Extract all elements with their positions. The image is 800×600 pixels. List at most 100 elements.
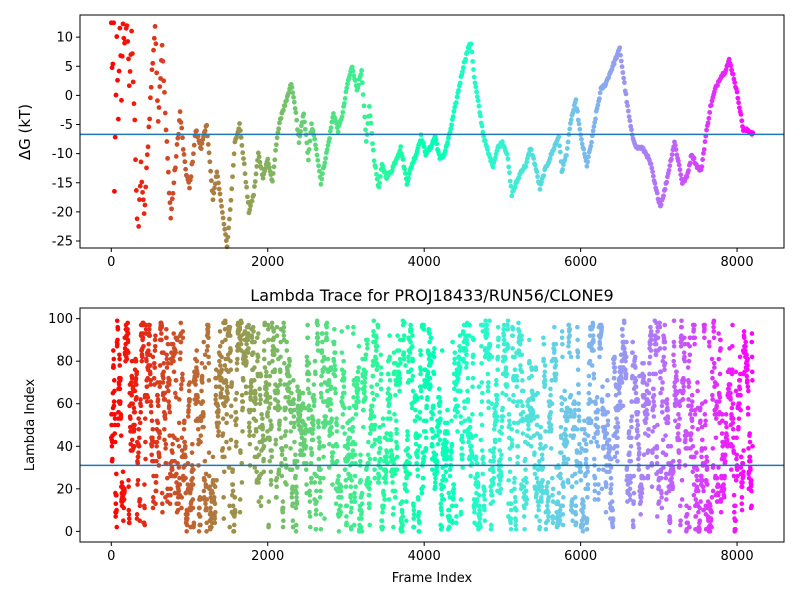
lambda-point (191, 520, 197, 526)
lambda-point (659, 386, 665, 392)
lambda-point (334, 458, 340, 464)
delta-g-point (125, 39, 131, 44)
lambda-point (521, 484, 527, 489)
lambda-point (677, 437, 682, 443)
lambda-point (702, 335, 707, 341)
lambda-point (144, 384, 150, 390)
lambda-point (677, 503, 683, 509)
lambda-point (146, 341, 151, 347)
lambda-point (587, 358, 593, 364)
delta-g-point (208, 168, 214, 174)
delta-g-point (541, 173, 547, 179)
delta-g-point (177, 109, 183, 115)
lambda-point (407, 454, 413, 460)
lambda-point (281, 329, 286, 334)
delta-g-point (584, 163, 590, 169)
lambda-point (199, 373, 205, 379)
lambda-point (177, 356, 183, 362)
lambda-point (153, 488, 159, 494)
lambda-point (559, 407, 564, 413)
lambda-point (265, 322, 271, 328)
delta-g-point (456, 87, 461, 93)
lambda-point (228, 348, 233, 353)
lambda-point (198, 439, 203, 445)
delta-g-point (160, 58, 166, 64)
lambda-point (288, 429, 294, 434)
delta-g-point (129, 28, 135, 34)
lambda-point (319, 348, 325, 353)
lambda-point (350, 429, 355, 434)
lambda-point (522, 505, 527, 511)
lambda-point (731, 509, 737, 515)
lambda-point (566, 322, 572, 328)
delta-g-point (707, 110, 713, 115)
delta-g-point (705, 120, 711, 126)
lambda-point (662, 322, 668, 328)
lambda-point (478, 524, 483, 530)
lambda-point (540, 465, 546, 470)
delta-g-point (454, 94, 460, 100)
lambda-point (284, 339, 289, 345)
delta-g-point (306, 147, 312, 152)
lambda-point (681, 388, 686, 394)
lambda-point (425, 395, 430, 400)
lambda-point (196, 529, 202, 534)
lambda-point (614, 443, 620, 449)
lambda-point (534, 422, 540, 428)
lambda-point (728, 397, 733, 402)
delta-g-point (215, 174, 221, 179)
lambda-point (253, 401, 258, 407)
delta-g-point (113, 92, 119, 98)
delta-g-point (180, 135, 185, 141)
lambda-point (212, 516, 217, 521)
lambda-point (490, 499, 496, 504)
lambda-point (290, 518, 296, 524)
lambda-point (628, 480, 633, 485)
lambda-point (190, 441, 195, 447)
lambda-point (185, 512, 190, 517)
lambda-point (148, 409, 154, 415)
lambda-point (627, 450, 632, 455)
lambda-point (142, 522, 148, 528)
lambda-point (409, 367, 414, 372)
lambda-point (431, 350, 436, 355)
lambda-point (393, 418, 399, 424)
lambda-point (260, 416, 265, 421)
lambda-point (505, 322, 510, 328)
lambda-point (455, 429, 460, 434)
lambda-point (215, 433, 221, 438)
lambda-point (733, 388, 739, 394)
delta-g-point (313, 146, 319, 152)
lambda-point (114, 318, 120, 324)
lambda-point (567, 333, 572, 338)
delta-g-point (237, 128, 243, 133)
lambda-point (148, 382, 153, 387)
lambda-point (148, 378, 154, 383)
lambda-point (391, 460, 396, 466)
lambda-point (261, 443, 267, 449)
lambda-point (399, 509, 405, 515)
lambda-point (629, 399, 635, 404)
lambda-point (202, 352, 208, 358)
lambda-point (482, 518, 488, 524)
lambda-point (480, 322, 486, 328)
lambda-point (698, 405, 703, 411)
lambda-point (238, 341, 244, 347)
delta-g-point (133, 188, 139, 193)
lambda-point (345, 324, 350, 330)
lambda-point (332, 363, 337, 368)
lambda-point (179, 495, 184, 500)
lambda-point (138, 409, 143, 415)
lambda-point (421, 322, 427, 328)
lambda-point (607, 469, 612, 475)
lambda-point (393, 392, 398, 398)
delta-g-point (406, 175, 411, 181)
lambda-point (376, 450, 382, 455)
lambda-point (222, 454, 227, 460)
lambda-point (623, 367, 628, 372)
lambda-point (151, 375, 157, 381)
lambda-point (390, 480, 395, 485)
delta-g-point (255, 150, 261, 156)
lambda-point (227, 503, 232, 509)
lambda-point (473, 454, 479, 460)
